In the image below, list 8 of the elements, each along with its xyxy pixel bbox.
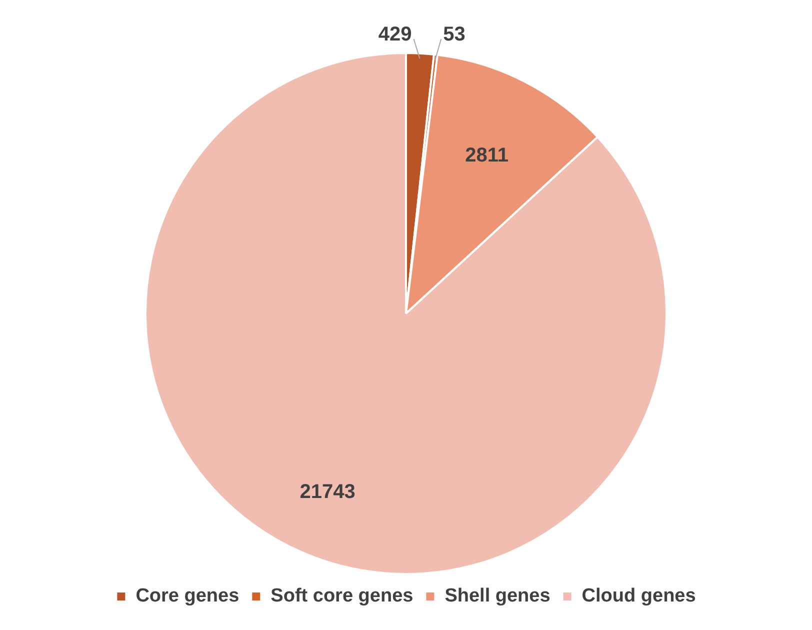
legend-label: Shell genes	[444, 586, 550, 607]
legend-label: Soft core genes	[270, 586, 414, 607]
data-label: 21743	[300, 480, 356, 503]
legend-label: Core genes	[136, 586, 240, 607]
data-label: 2811	[465, 144, 509, 166]
legend-label: Cloud genes	[582, 586, 696, 607]
data-label: 53	[443, 24, 466, 46]
data-label: 429	[378, 24, 412, 46]
